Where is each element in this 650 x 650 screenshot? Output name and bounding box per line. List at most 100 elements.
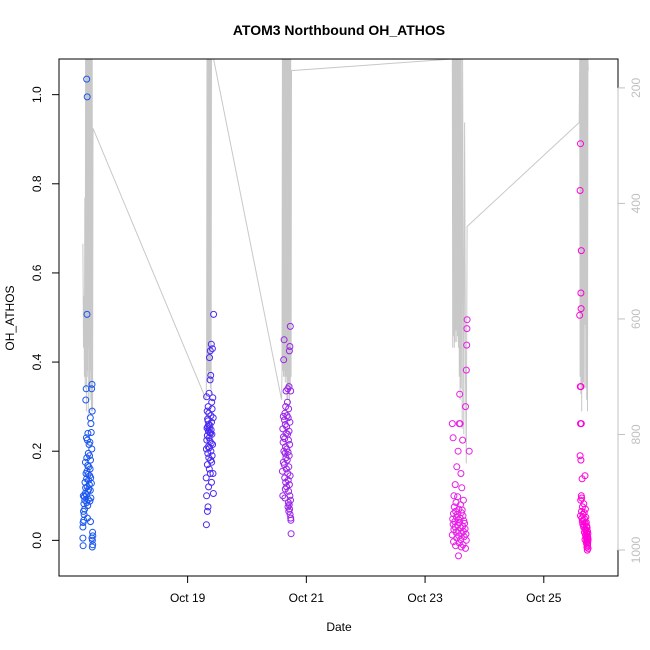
data-point: [455, 532, 463, 540]
data-point: [285, 405, 293, 413]
data-point: [577, 289, 585, 297]
y-tick-label: 0.4: [30, 353, 44, 370]
data-point: [286, 322, 294, 330]
y2-tick-label: 800: [629, 424, 643, 444]
data-point: [87, 429, 95, 436]
data-point: [88, 385, 96, 393]
x-tick-label: Oct 19: [170, 591, 206, 605]
y2-tick-label: 400: [629, 193, 643, 213]
data-point: [280, 356, 288, 364]
data-point: [280, 336, 288, 344]
data-point: [210, 310, 218, 318]
data-point: [205, 465, 213, 473]
y-axis-right: 200 400 600 800 1000: [617, 78, 643, 563]
data-point: [462, 536, 470, 544]
data-point: [284, 503, 292, 511]
data-point: [285, 463, 293, 471]
data-point: [83, 475, 91, 483]
data-point: [79, 542, 87, 550]
data-point: [287, 514, 295, 522]
y-tick-label: 0.8: [30, 175, 44, 192]
data-point: [456, 390, 464, 398]
data-point: [79, 523, 87, 531]
data-point: [88, 534, 96, 542]
data-point: [448, 420, 456, 428]
data-point: [463, 316, 471, 324]
data-point: [87, 420, 95, 428]
y-tick-label: 0.6: [30, 264, 44, 281]
data-point: [449, 434, 457, 442]
data-point: [88, 407, 96, 415]
data-point: [457, 470, 465, 477]
data-point: [577, 305, 585, 313]
data-point: [284, 414, 292, 422]
data-point: [82, 396, 90, 404]
data-point: [88, 380, 96, 388]
data-point: [576, 452, 584, 460]
data-point: [450, 492, 458, 500]
data-point: [463, 325, 471, 333]
data-point: [83, 310, 91, 318]
data-point: [88, 543, 96, 551]
data-point: [457, 543, 465, 551]
data-point: [583, 543, 591, 551]
data-point: [86, 438, 94, 446]
data-point: [282, 465, 290, 473]
data-point: [454, 447, 462, 455]
data-point: [580, 523, 588, 531]
x-axis: Oct 19 Oct 21 Oct 23 Oct 25: [170, 575, 562, 605]
data-point: [87, 474, 95, 482]
data-point: [456, 420, 464, 428]
y2-tick-label: 1000: [629, 536, 643, 563]
data-point: [465, 447, 473, 455]
data-point: [206, 470, 214, 477]
data-point: [279, 492, 287, 500]
x-axis-label: Date: [326, 620, 352, 634]
data-point: [202, 521, 210, 529]
y2-tick-label: 600: [629, 309, 643, 329]
data-point: [206, 376, 214, 384]
data-point: [451, 481, 459, 489]
data-point: [285, 487, 293, 495]
data-point: [203, 432, 211, 440]
data-point: [279, 425, 287, 433]
data-point: [81, 496, 89, 504]
data-point: [83, 454, 91, 462]
data-point: [206, 354, 213, 362]
data-point: [79, 534, 87, 542]
data-point: [458, 484, 466, 492]
data-point: [577, 456, 585, 464]
y-tick-label: 0.2: [30, 443, 44, 460]
data-point: [459, 436, 467, 444]
data-point: [462, 366, 470, 374]
y2-tick-label: 200: [629, 78, 643, 98]
data-point: [208, 398, 216, 406]
data-point: [209, 490, 217, 497]
data-point: [79, 492, 87, 500]
data-point: [283, 398, 291, 406]
scatter-points: [79, 75, 592, 560]
secondary-profile-line: [82, 59, 589, 464]
data-point: [287, 387, 295, 395]
data-point: [280, 433, 287, 441]
x-tick-label: Oct 25: [526, 591, 562, 605]
y-axis-label: OH_ATHOS: [3, 285, 17, 350]
data-point: [209, 470, 217, 477]
data-point: [207, 340, 215, 348]
data-point: [88, 445, 96, 453]
data-point: [202, 474, 210, 482]
data-point: [203, 407, 211, 415]
data-point: [80, 500, 88, 508]
data-point: [83, 93, 91, 101]
x-tick-label: Oct 21: [289, 591, 325, 605]
data-point: [203, 461, 211, 469]
data-point: [455, 552, 462, 560]
data-point: [281, 474, 289, 482]
x-tick-label: Oct 23: [407, 591, 443, 605]
data-point: [453, 463, 461, 471]
data-point: [577, 247, 585, 255]
data-point: [205, 483, 213, 491]
data-point: [207, 371, 215, 379]
data-point: [576, 187, 584, 194]
data-point: [282, 478, 290, 486]
